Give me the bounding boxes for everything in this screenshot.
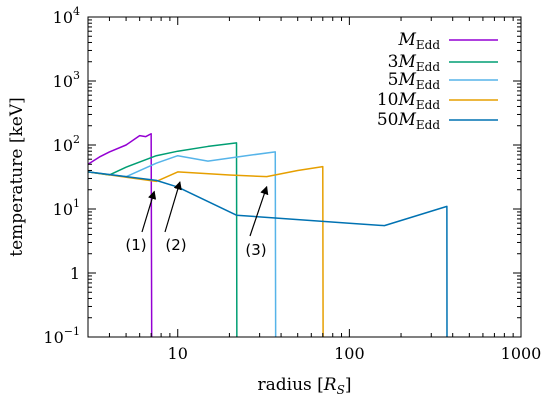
legend-entry-label: 10MEdd <box>377 90 441 112</box>
legend-entry-label: MEdd <box>397 30 440 52</box>
plot-frame <box>87 16 522 338</box>
series-line-3 <box>87 151 277 338</box>
x-tick-label: 100 <box>334 344 365 363</box>
series-line-1 <box>87 132 153 338</box>
x-tick-label: 10 <box>168 344 188 363</box>
series-layer <box>87 132 448 338</box>
y-tick-label: 102 <box>53 133 80 155</box>
series-line-5 <box>87 171 448 338</box>
y-tick-label: 10−1 <box>43 325 80 347</box>
y-axis-label: temperature [keV] <box>7 97 27 257</box>
annotation-label: (2) <box>165 236 186 254</box>
annotation-label: (3) <box>245 241 266 259</box>
annotations: (1) (2) (3) <box>125 181 269 259</box>
annotation-arrow <box>141 190 157 233</box>
tick-layer: 10 100 1000 10−1 1 101 102 103 104 <box>43 5 541 363</box>
y-tick-label: 101 <box>53 197 80 219</box>
y-tick-label: 103 <box>53 69 80 91</box>
series-line-2 <box>87 142 238 338</box>
y-tick-label: 104 <box>53 5 80 27</box>
x-tick-label: 1000 <box>501 344 542 363</box>
y-tick-label: 1 <box>70 264 80 283</box>
series-line-4 <box>87 165 324 338</box>
legend-entry-label: 50MEdd <box>377 110 441 132</box>
annotation-arrow <box>249 185 269 237</box>
legend-entry-label: 3MEdd <box>388 52 441 74</box>
x-axis-label: radius [RS] <box>258 375 352 397</box>
annotation-arrow <box>164 181 182 233</box>
legend-entry-label: 5MEdd <box>388 70 441 92</box>
annotation-label: (1) <box>125 236 146 254</box>
